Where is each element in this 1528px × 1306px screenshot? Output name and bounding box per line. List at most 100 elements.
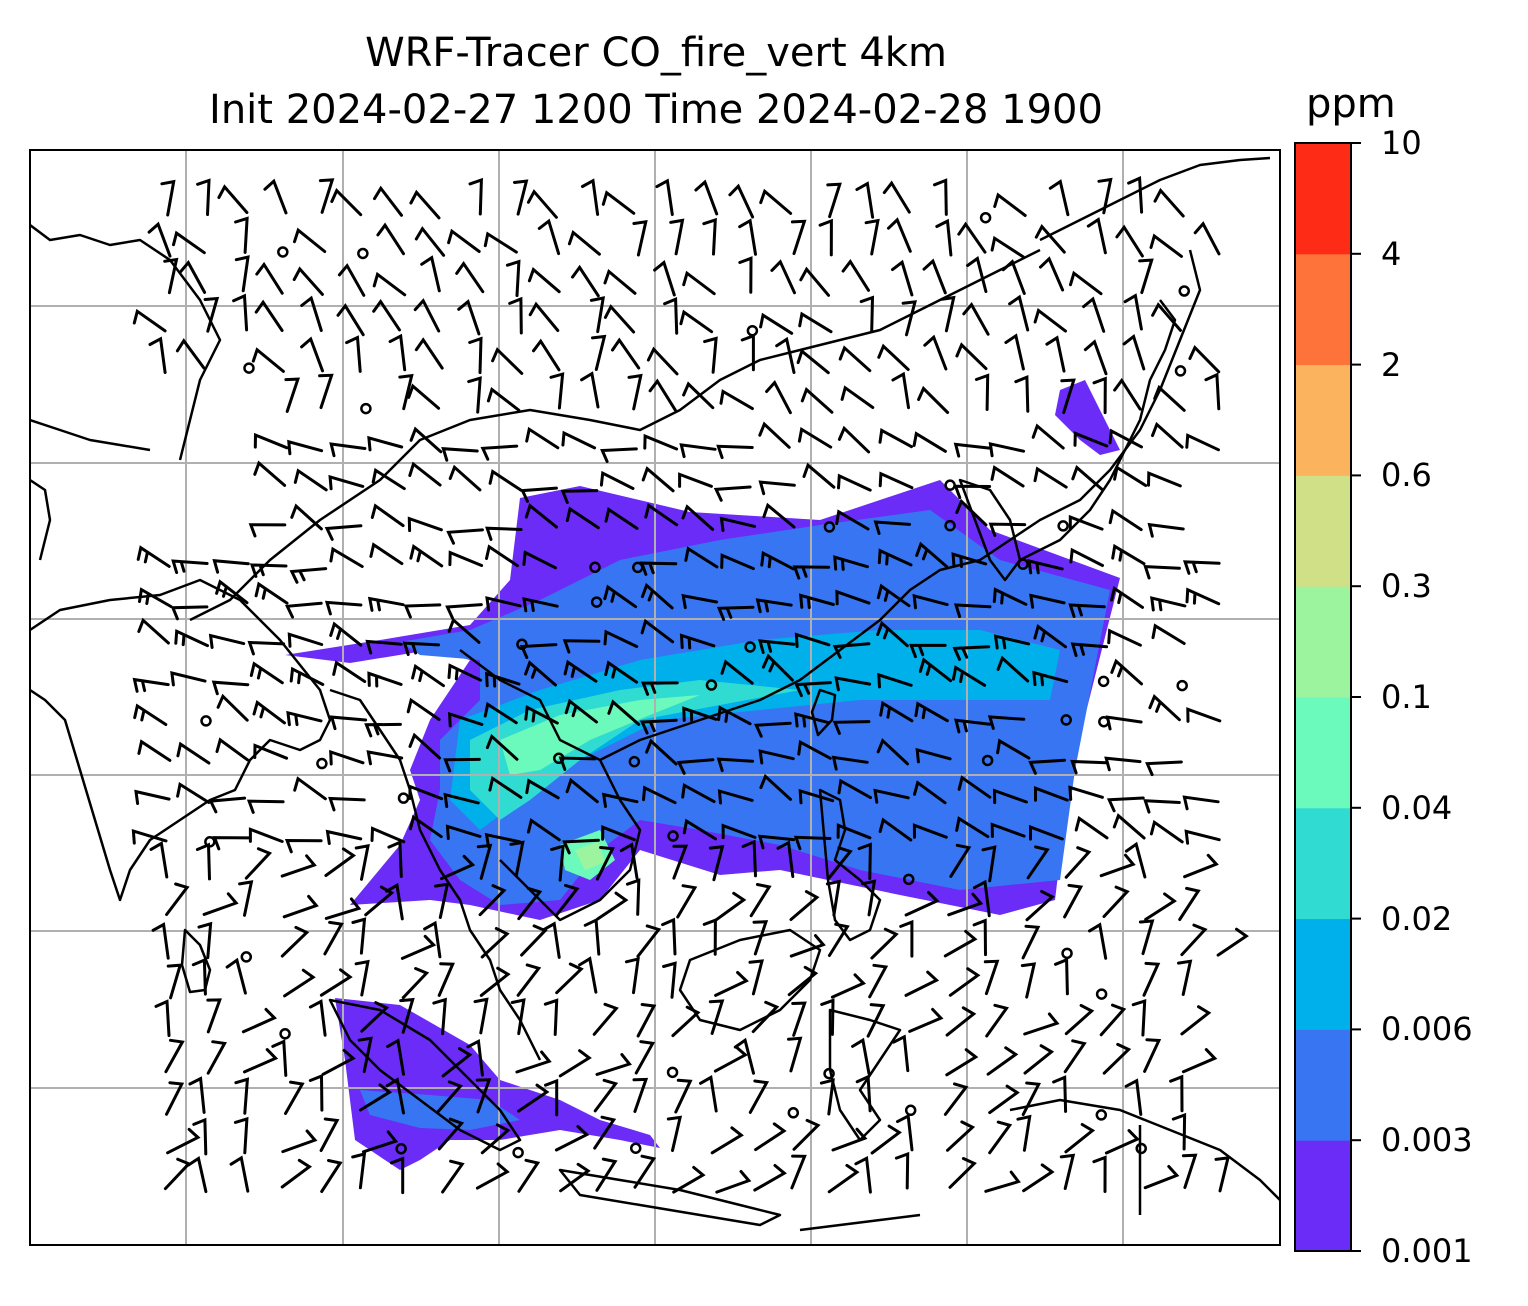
colorbar-band — [1295, 1029, 1351, 1141]
wind-barb — [962, 301, 990, 336]
wind-barb — [981, 845, 997, 883]
wind-barb — [578, 956, 598, 994]
wind-barb — [648, 378, 677, 412]
wind-barb — [1071, 465, 1105, 492]
wind-barb — [702, 217, 717, 256]
wind-barb — [320, 1159, 343, 1193]
wind-barb — [796, 348, 830, 375]
wind-barb — [1031, 423, 1065, 450]
wind-barb — [324, 524, 363, 541]
wind-barb — [367, 671, 403, 688]
wind-barb — [133, 703, 168, 726]
calm-wind-marker — [823, 521, 836, 533]
coastline-russia-east — [1039, 156, 1271, 242]
wind-barb — [642, 785, 677, 805]
wind-barb — [445, 603, 483, 620]
wind-barb — [672, 1165, 706, 1194]
wind-barb — [1008, 294, 1030, 332]
wind-barb — [684, 546, 719, 569]
wind-barb — [254, 299, 284, 332]
wind-barb — [990, 465, 1025, 488]
wind-barb — [955, 816, 990, 839]
calm-wind-marker — [1095, 988, 1108, 1000]
wind-barb — [1034, 223, 1066, 254]
wind-barb — [1107, 628, 1142, 647]
wind-barb — [478, 884, 507, 917]
wind-barb — [300, 336, 324, 373]
wind-barb — [249, 661, 284, 685]
wind-barb — [876, 583, 911, 608]
wind-barb — [830, 973, 866, 999]
wind-barb — [285, 601, 323, 619]
wind-barb — [1138, 919, 1155, 956]
calm-wind-marker — [823, 1067, 835, 1080]
wind-barb — [679, 443, 717, 459]
wind-barb — [1039, 256, 1065, 292]
wind-barb — [990, 235, 1025, 259]
wind-barb — [1150, 596, 1187, 612]
wind-barb — [694, 179, 719, 216]
coastline-myanmar-thailand — [329, 688, 542, 1061]
wind-barb — [879, 700, 914, 723]
wind-barb — [640, 582, 674, 610]
wind-barb — [887, 217, 912, 253]
wind-barb — [522, 550, 557, 570]
wind-barb — [787, 1036, 803, 1073]
wind-barb — [593, 1078, 619, 1113]
wind-barb — [172, 230, 206, 255]
wind-barb — [710, 1126, 744, 1155]
calm-wind-marker — [666, 1066, 679, 1079]
wind-barb — [792, 565, 831, 580]
wind-barb — [827, 1163, 860, 1194]
wind-barb — [526, 818, 561, 842]
calm-wind-marker — [200, 715, 212, 727]
wind-barb — [164, 1038, 185, 1074]
wind-barb — [176, 741, 211, 765]
calm-wind-marker — [904, 1104, 917, 1117]
wind-barb — [948, 967, 981, 997]
calm-wind-marker — [1178, 285, 1190, 297]
tracer-level-2-layer — [450, 630, 1060, 830]
wind-barb — [468, 336, 483, 375]
wind-barb — [325, 829, 363, 845]
wind-barb — [674, 1078, 693, 1114]
wind-barb — [132, 308, 167, 333]
wind-barb — [708, 844, 725, 882]
wind-barb — [517, 886, 543, 921]
wind-barb — [1052, 1075, 1068, 1113]
wind-barb — [441, 1159, 465, 1194]
wind-barb — [607, 699, 641, 726]
wind-barb — [467, 376, 482, 414]
wind-barb — [972, 879, 991, 918]
wind-barb — [401, 967, 430, 1000]
wind-barb — [917, 385, 950, 414]
wind-barb — [561, 430, 597, 450]
colorbar-unit-label: ppm — [1306, 81, 1396, 127]
wind-barb — [1183, 853, 1219, 879]
wind-barb — [1216, 927, 1249, 957]
wind-barb — [733, 1037, 755, 1075]
wind-barb — [1182, 795, 1220, 811]
calm-wind-marker — [316, 757, 328, 770]
wind-barb — [633, 1154, 657, 1189]
wind-barb — [537, 218, 561, 256]
wind-barb — [740, 333, 755, 372]
wind-barb — [721, 823, 757, 840]
wind-barb — [517, 1158, 541, 1193]
wind-barb — [1142, 961, 1161, 997]
wind-barb — [790, 219, 807, 256]
wind-barb — [515, 1050, 552, 1074]
wind-barb — [252, 699, 286, 725]
colorbar-band — [1295, 475, 1351, 587]
wind-barb — [1064, 846, 1092, 879]
calm-wind-marker — [787, 1107, 800, 1119]
calm-wind-marker — [589, 561, 601, 574]
wind-barb — [491, 347, 524, 375]
wind-barb — [996, 655, 1030, 683]
wind-barb — [486, 386, 521, 412]
wind-barb — [437, 962, 455, 997]
wind-barb — [525, 778, 560, 800]
wind-barb — [1122, 333, 1146, 371]
wind-barb — [988, 441, 1026, 458]
wind-barb — [834, 676, 872, 692]
